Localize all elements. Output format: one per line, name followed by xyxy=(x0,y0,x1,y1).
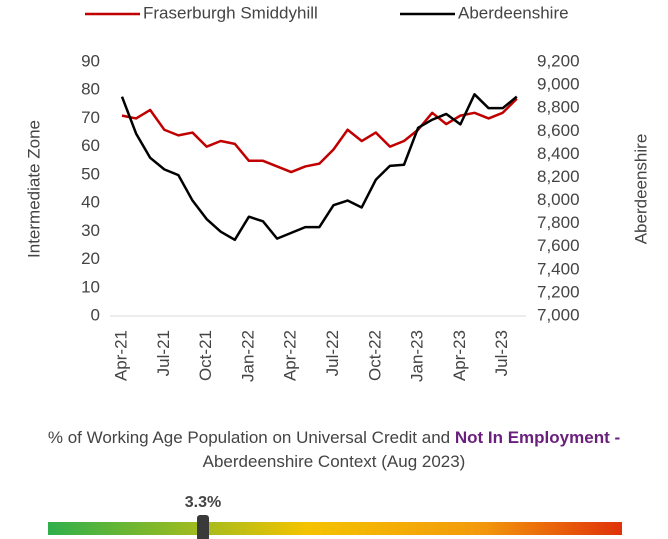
x-tick-label: Apr-22 xyxy=(281,330,300,381)
y2-tick-label: 7,000 xyxy=(537,305,580,324)
y-tick-label: 60 xyxy=(81,136,100,155)
indicator-marker xyxy=(197,515,209,539)
indicator-label: 3.3% xyxy=(185,494,221,511)
title-part-bold: Not In Employment - xyxy=(454,428,621,447)
y2-tick-label: 8,200 xyxy=(537,167,580,186)
x-tick-label: Jan-22 xyxy=(238,330,257,382)
legend-label: Aberdeenshire xyxy=(458,3,569,22)
y-tick-label: 40 xyxy=(81,193,100,212)
x-tick-label: Apr-23 xyxy=(450,330,469,381)
y2-tick-label: 8,400 xyxy=(537,144,580,163)
y2-tick-label: 7,200 xyxy=(537,282,580,301)
y2-tick-label: 7,800 xyxy=(537,213,580,232)
title-part: % of Working Age Population on Universal… xyxy=(47,428,455,447)
legend-label: Fraserburgh Smiddyhill xyxy=(143,3,318,22)
y2-axis-label: Aberdeenshire xyxy=(631,134,650,245)
y-tick-label: 20 xyxy=(81,249,100,268)
x-tick-label: Oct-22 xyxy=(365,330,384,381)
y-tick-label: 50 xyxy=(81,164,100,183)
context-title: % of Working Age Population on Universal… xyxy=(34,426,634,474)
y2-tick-label: 7,400 xyxy=(537,259,580,278)
x-tick-label: Apr-21 xyxy=(111,330,130,381)
x-tick-label: Jan-23 xyxy=(408,330,427,382)
y2-tick-label: 7,600 xyxy=(537,236,580,255)
y-tick-label: 10 xyxy=(81,277,100,296)
y2-tick-label: 8,000 xyxy=(537,190,580,209)
x-tick-label: Jul-22 xyxy=(323,330,342,376)
y-tick-label: 30 xyxy=(81,221,100,240)
y-tick-label: 80 xyxy=(81,80,100,99)
gradient-scale xyxy=(48,522,622,535)
x-tick-label: Jul-21 xyxy=(154,330,173,376)
y-tick-label: 70 xyxy=(81,108,100,127)
x-tick-label: Jul-23 xyxy=(492,330,511,376)
y2-tick-label: 8,600 xyxy=(537,121,580,140)
y2-tick-label: 8,800 xyxy=(537,98,580,117)
y-tick-label: 90 xyxy=(81,51,100,70)
y-axis-label: Intermediate Zone xyxy=(24,120,43,258)
y-tick-label: 0 xyxy=(91,305,100,324)
y2-tick-label: 9,000 xyxy=(537,75,580,94)
y2-tick-label: 9,200 xyxy=(537,51,580,70)
x-tick-label: Oct-21 xyxy=(196,330,215,381)
series-line xyxy=(120,93,518,242)
series-line xyxy=(121,97,518,174)
title-part: Aberdeenshire Context (Aug 2023) xyxy=(202,452,466,471)
